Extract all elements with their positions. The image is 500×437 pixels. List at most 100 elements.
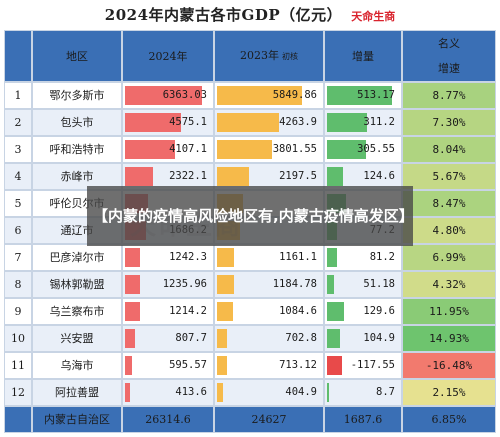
row-rate: 4.80% (402, 217, 496, 244)
table-row: 12 阿拉善盟 413.6 404.9 8.7 2.15% (4, 379, 496, 406)
row-increase-value: 513.17 (357, 89, 395, 101)
row-gdp2024-bar (125, 356, 133, 375)
row-increase-bar (327, 302, 344, 321)
overlay-banner[interactable]: 【内蒙的疫情高风险地区有,内蒙古疫情高发区】 (87, 186, 414, 246)
row-region: 乌兰察布市 (32, 298, 122, 325)
row-gdp2023: 1184.78 (214, 271, 324, 298)
row-increase-bar (327, 167, 343, 186)
row-gdp2024: 595.57 (122, 352, 214, 379)
row-gdp2023-value: 4263.9 (279, 116, 317, 128)
row-region: 锡林郭勒盟 (32, 271, 122, 298)
row-rate: 8.04% (402, 136, 496, 163)
row-gdp2024-value: 4575.1 (169, 116, 207, 128)
row-increase: 311.2 (324, 109, 402, 136)
row-index: 12 (4, 379, 32, 406)
row-increase-value: -117.55 (350, 359, 395, 371)
row-gdp2024-bar (125, 86, 203, 105)
title-row: 2024年内蒙古各市GDP（亿元） 天命生商 (0, 0, 500, 30)
row-gdp2024-value: 4107.1 (169, 143, 207, 155)
row-gdp2024-value: 2322.1 (169, 170, 207, 182)
row-gdp2024-bar (125, 113, 181, 132)
row-gdp2023: 702.8 (214, 325, 324, 352)
row-index: 3 (4, 136, 32, 163)
row-gdp2024: 6363.03 (122, 82, 214, 109)
row-gdp2024-bar (125, 248, 141, 267)
row-gdp2023-bar (217, 167, 250, 186)
row-gdp2023-bar (217, 86, 303, 105)
row-gdp2023-bar (217, 140, 273, 159)
row-gdp2024-bar (125, 275, 141, 294)
row-gdp2023-value: 1084.6 (279, 305, 317, 317)
row-increase-value: 81.2 (369, 251, 395, 263)
table-row: 11 乌海市 595.57 713.12 -117.55 -16.48% (4, 352, 496, 379)
table-row: 3 呼和浩特市 4107.1 3801.55 305.55 8.04% (4, 136, 496, 163)
chart-title: 2024年内蒙古各市GDP（亿元） (104, 6, 343, 24)
row-index: 6 (4, 217, 32, 244)
row-increase: 81.2 (324, 244, 402, 271)
banner-text[interactable]: 【内蒙的疫情高风险地区有,内蒙古疫情高发区】 (93, 207, 414, 225)
brand-label: 天命生商 (351, 10, 396, 23)
row-gdp2024: 1214.2 (122, 298, 214, 325)
row-gdp2024-value: 1242.3 (169, 251, 207, 263)
row-gdp2024: 2322.1 (122, 163, 214, 190)
row-increase-value: 8.7 (376, 386, 395, 398)
row-gdp2023-bar (217, 113, 280, 132)
row-gdp2023-bar (217, 248, 234, 267)
row-increase: 305.55 (324, 136, 402, 163)
row-index: 5 (4, 190, 32, 217)
table-row: 1 鄂尔多斯市 6363.03 5849.86 513.17 8.77% (4, 82, 496, 109)
total-2024: 26314.6 (122, 406, 214, 433)
row-region: 鄂尔多斯市 (32, 82, 122, 109)
row-region: 呼和浩特市 (32, 136, 122, 163)
row-rate: 6.99% (402, 244, 496, 271)
row-increase-bar (327, 248, 338, 267)
row-increase-bar (327, 356, 342, 375)
row-region: 巴彦淖尔市 (32, 244, 122, 271)
row-increase-value: 124.6 (363, 170, 395, 182)
row-increase: 51.18 (324, 271, 402, 298)
header-row: 地区 2024年 2023年 初核 增量 名义 增速 (4, 30, 496, 82)
table-row: 7 巴彦淖尔市 1242.3 1161.1 81.2 6.99% (4, 244, 496, 271)
row-index: 8 (4, 271, 32, 298)
row-index: 11 (4, 352, 32, 379)
row-increase-bar (327, 329, 341, 348)
header-2023-note: 初核 (282, 51, 298, 61)
row-increase: 104.9 (324, 325, 402, 352)
row-rate: -16.48% (402, 352, 496, 379)
total-rate: 6.85% (402, 406, 496, 433)
row-gdp2024-value: 807.7 (175, 332, 207, 344)
header-2023: 2023年 初核 (214, 30, 324, 82)
row-gdp2023: 3801.55 (214, 136, 324, 163)
row-gdp2023: 4263.9 (214, 109, 324, 136)
row-gdp2023: 5849.86 (214, 82, 324, 109)
row-rate: 7.30% (402, 109, 496, 136)
row-region: 赤峰市 (32, 163, 122, 190)
row-index: 7 (4, 244, 32, 271)
total-row: 内蒙古自治区 26314.6 24627 1687.6 6.85% (4, 406, 496, 433)
row-increase-value: 51.18 (363, 278, 395, 290)
row-gdp2023-value: 2197.5 (279, 170, 317, 182)
table-row: 9 乌兰察布市 1214.2 1084.6 129.6 11.95% (4, 298, 496, 325)
row-gdp2024: 1235.96 (122, 271, 214, 298)
header-rate-line2: 增速 (438, 62, 460, 75)
row-rate: 14.93% (402, 325, 496, 352)
row-gdp2023-bar (217, 329, 228, 348)
row-increase-bar (327, 86, 393, 105)
row-region: 兴安盟 (32, 325, 122, 352)
row-gdp2023-bar (217, 356, 228, 375)
row-gdp2024-value: 1214.2 (169, 305, 207, 317)
row-rate: 2.15% (402, 379, 496, 406)
row-gdp2023: 713.12 (214, 352, 324, 379)
row-rate: 5.67% (402, 163, 496, 190)
row-gdp2024-value: 1235.96 (162, 278, 207, 290)
header-2024: 2024年 (122, 30, 214, 82)
row-index: 2 (4, 109, 32, 136)
row-gdp2023-bar (217, 275, 235, 294)
row-gdp2024-bar (125, 383, 131, 402)
table-row: 2 包头市 4575.1 4263.9 311.2 7.30% (4, 109, 496, 136)
table-row: 8 锡林郭勒盟 1235.96 1184.78 51.18 4.32% (4, 271, 496, 298)
row-rate: 8.47% (402, 190, 496, 217)
row-gdp2024-value: 6363.03 (162, 89, 207, 101)
row-gdp2024: 4575.1 (122, 109, 214, 136)
row-increase-bar (327, 140, 366, 159)
